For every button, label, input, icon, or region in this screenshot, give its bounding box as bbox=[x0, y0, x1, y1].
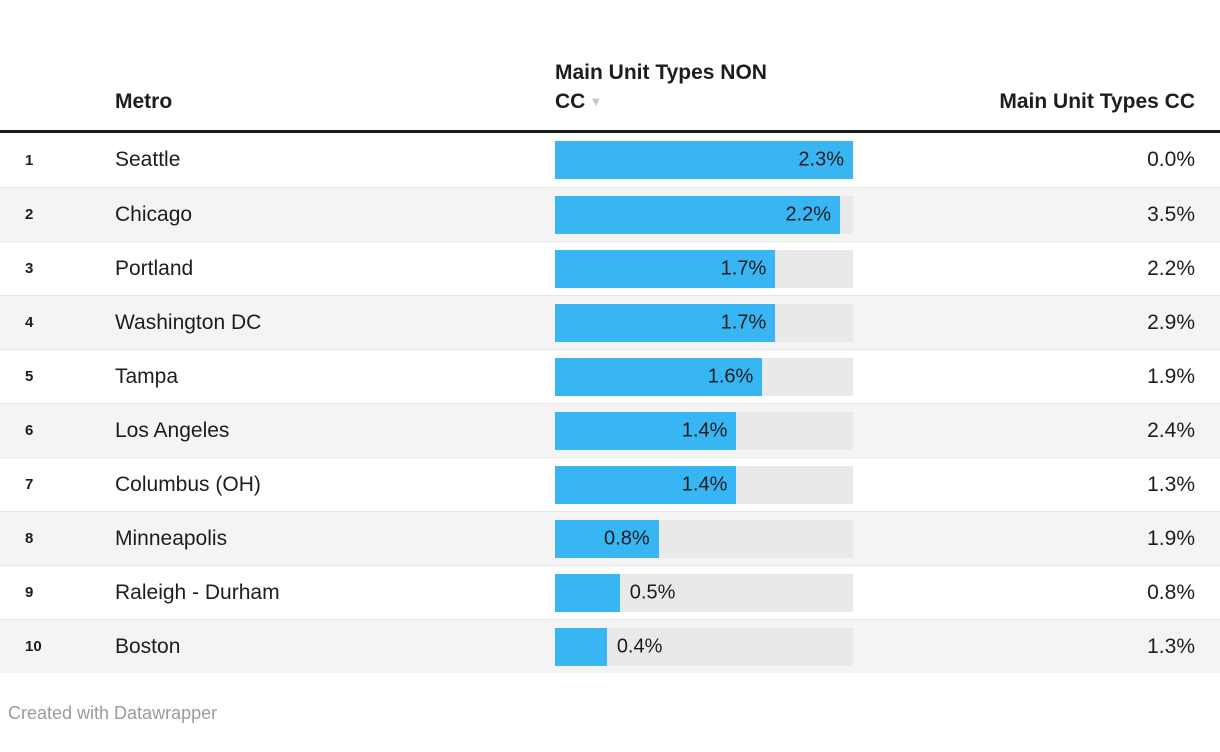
bar-value-label: 0.4% bbox=[616, 635, 663, 657]
bar-cell: 2.3% bbox=[555, 141, 853, 179]
cc-cell: 0.0% bbox=[1147, 148, 1195, 171]
rank-cell: 5 bbox=[25, 368, 34, 385]
rank-cell: 9 bbox=[25, 584, 34, 601]
rank-cell: 10 bbox=[25, 638, 42, 655]
cc-cell: 1.3% bbox=[1147, 634, 1195, 658]
cc-cell: 2.9% bbox=[1147, 310, 1195, 334]
table-body: 1 Seattle 2.3% 0.0% 2 Chicago 2.2% bbox=[0, 133, 1220, 673]
bar-cell: 1.4% bbox=[555, 465, 853, 504]
table-row: 3 Portland 1.7% 2.2% bbox=[0, 241, 1220, 295]
bar-track: 0.8% bbox=[555, 519, 853, 558]
bar-value-label: 2.3% bbox=[798, 148, 844, 171]
bar-value-label: 1.7% bbox=[720, 311, 767, 333]
rank-cell: 8 bbox=[25, 530, 34, 547]
rank-cell: 7 bbox=[25, 476, 34, 493]
bar-track: 1.4% bbox=[555, 411, 853, 450]
bar: 1.4% bbox=[555, 411, 737, 450]
table-row: 8 Minneapolis 0.8% 1.9% bbox=[0, 511, 1220, 565]
metro-cell: Columbus (OH) bbox=[115, 472, 261, 496]
bar: 0.5% bbox=[555, 573, 675, 612]
bar: 1.7% bbox=[555, 303, 776, 342]
bar: 2.2% bbox=[555, 195, 841, 234]
cc-cell: 2.2% bbox=[1147, 256, 1195, 280]
bar-track: 0.5% bbox=[555, 573, 853, 612]
bar: 1.6% bbox=[555, 357, 763, 396]
bar-value-label: 0.8% bbox=[604, 527, 650, 549]
col-header-metro[interactable]: Metro bbox=[115, 89, 173, 113]
bar: 1.7% bbox=[555, 249, 776, 288]
metro-cell: Minneapolis bbox=[115, 526, 228, 550]
bar-track: 1.7% bbox=[555, 249, 853, 288]
col-header-cc[interactable]: Main Unit Types CC bbox=[999, 89, 1195, 113]
bar-value-label: 1.6% bbox=[707, 365, 754, 387]
table-row: 6 Los Angeles 1.4% 2.4% bbox=[0, 403, 1220, 457]
bar-track: 0.4% bbox=[555, 627, 853, 666]
cc-cell: 1.9% bbox=[1147, 364, 1195, 388]
metro-cell: Chicago bbox=[115, 202, 193, 226]
datawrapper-credit-link[interactable]: Created with Datawrapper bbox=[8, 703, 218, 723]
cc-cell: 2.4% bbox=[1147, 418, 1195, 442]
bar-cell: 1.4% bbox=[555, 411, 853, 450]
bar-cell: 0.5% bbox=[555, 573, 853, 612]
bar: 2.3% bbox=[555, 141, 853, 179]
bar: 0.8% bbox=[555, 519, 659, 558]
metro-cell: Portland bbox=[115, 256, 194, 280]
cc-cell: 3.5% bbox=[1147, 202, 1195, 226]
bar-value-label: 2.2% bbox=[785, 203, 832, 225]
col-header-non-cc[interactable]: Main Unit Types NON CC ▼ bbox=[555, 59, 853, 116]
cc-cell: 1.3% bbox=[1147, 472, 1195, 496]
table-row: 9 Raleigh - Durham 0.5% 0.8% bbox=[0, 565, 1220, 619]
bar-track: 2.3% bbox=[555, 141, 853, 179]
col-header-non-cc-line1: Main Unit Types NON bbox=[555, 61, 767, 85]
bar-track: 1.4% bbox=[555, 465, 853, 504]
cc-cell: 0.8% bbox=[1147, 580, 1195, 604]
footer: Created with Datawrapper bbox=[0, 703, 1220, 724]
rank-cell: 1 bbox=[25, 151, 34, 169]
table-row: 5 Tampa 1.6% 1.9% bbox=[0, 349, 1220, 403]
bar-value-label: 1.4% bbox=[681, 419, 728, 441]
cc-cell: 1.9% bbox=[1147, 526, 1195, 550]
bar-cell: 0.4% bbox=[555, 627, 853, 666]
bar-cell: 2.2% bbox=[555, 195, 853, 234]
bar-value-label: 1.4% bbox=[681, 473, 728, 495]
rank-cell: 3 bbox=[25, 260, 34, 277]
bar-cell: 0.8% bbox=[555, 519, 853, 558]
bar-track: 2.2% bbox=[555, 195, 853, 234]
rank-cell: 4 bbox=[25, 314, 34, 331]
metro-cell: Washington DC bbox=[115, 310, 262, 334]
table-row: 10 Boston 0.4% 1.3% bbox=[0, 619, 1220, 673]
bar-cell: 1.7% bbox=[555, 303, 853, 342]
bar-value-label: 1.7% bbox=[720, 257, 767, 279]
metro-cell: Boston bbox=[115, 634, 181, 658]
table-row: 1 Seattle 2.3% 0.0% bbox=[0, 133, 1220, 187]
bar-track: 1.6% bbox=[555, 357, 853, 396]
sort-descending-icon: ▼ bbox=[589, 93, 603, 109]
bar-cell: 1.6% bbox=[555, 357, 853, 396]
table-header: Metro Main Unit Types NON CC ▼ Main Unit … bbox=[0, 0, 1220, 133]
bar-track: 1.7% bbox=[555, 303, 853, 342]
metro-cell: Los Angeles bbox=[115, 418, 230, 442]
bar: 1.4% bbox=[555, 465, 737, 504]
bar: 0.4% bbox=[555, 627, 662, 666]
rank-cell: 6 bbox=[25, 422, 34, 439]
metro-cell: Raleigh - Durham bbox=[115, 580, 280, 604]
bar-value-label: 0.5% bbox=[629, 581, 676, 603]
col-header-non-cc-line2: CC ▼ bbox=[555, 89, 603, 113]
table-row: 2 Chicago 2.2% 3.5% bbox=[0, 187, 1220, 241]
table-row: 4 Washington DC 1.7% 2.9% bbox=[0, 295, 1220, 349]
metro-cell: Tampa bbox=[115, 364, 179, 388]
table-row: 7 Columbus (OH) 1.4% 1.3% bbox=[0, 457, 1220, 511]
bar-cell: 1.7% bbox=[555, 249, 853, 288]
metro-cell: Seattle bbox=[115, 148, 181, 171]
rank-cell: 2 bbox=[25, 206, 34, 223]
